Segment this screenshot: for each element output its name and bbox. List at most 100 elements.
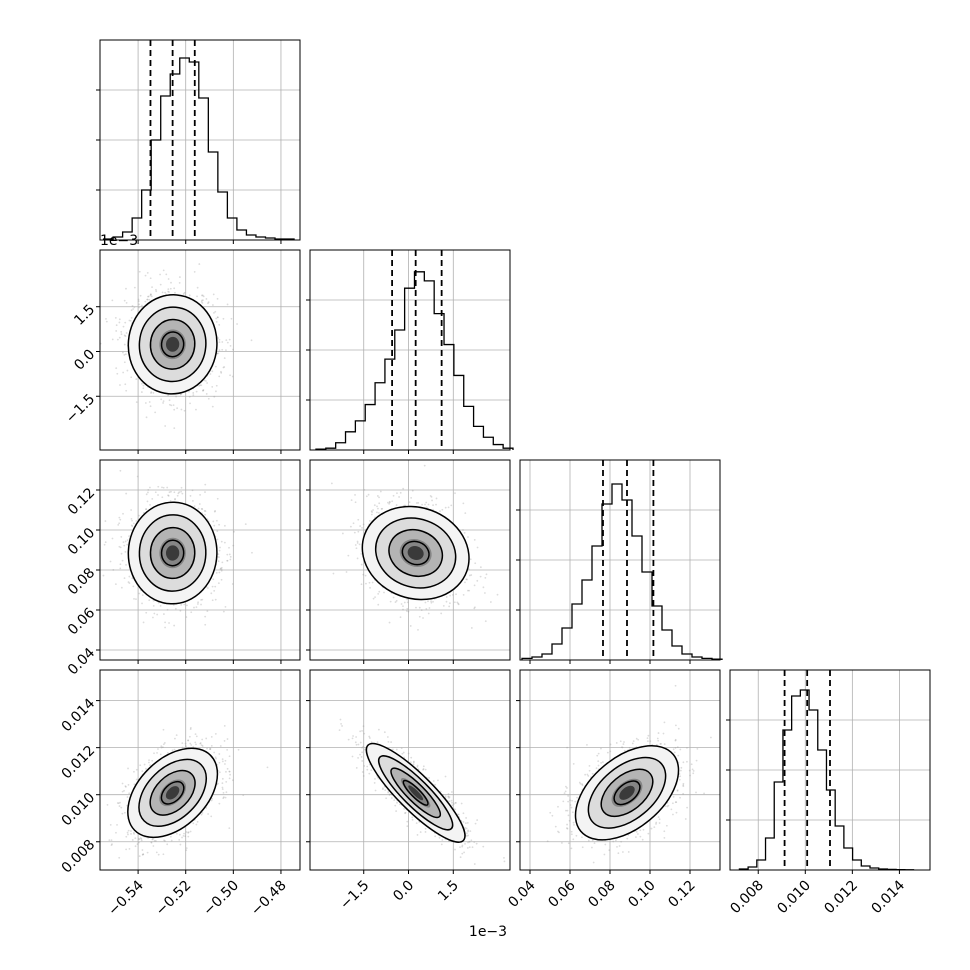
sample-point: [365, 495, 368, 498]
sample-point: [198, 503, 201, 505]
sample-point: [148, 599, 151, 602]
sample-point: [167, 278, 170, 280]
sample-point: [141, 304, 143, 307]
sample-point: [220, 578, 223, 581]
sample-point: [353, 531, 356, 534]
sample-point: [178, 491, 181, 494]
sample-point: [226, 553, 229, 556]
sample-point: [217, 553, 220, 556]
sample-point: [411, 489, 414, 492]
sample-point: [408, 501, 411, 504]
sample-point: [183, 409, 186, 412]
sample-point: [127, 829, 130, 832]
sample-point: [111, 537, 114, 540]
sample-point: [402, 487, 405, 490]
sample-point: [360, 563, 363, 566]
sample-point: [166, 608, 169, 611]
sample-point: [111, 299, 114, 302]
sample-point: [376, 511, 378, 514]
sample-point: [204, 483, 207, 486]
sample-point: [217, 582, 220, 585]
density-level: [407, 546, 424, 560]
sample-point: [357, 530, 360, 533]
sample-point: [178, 276, 181, 278]
sample-point: [161, 496, 164, 499]
histogram-panel: [306, 249, 514, 454]
sample-point: [225, 339, 228, 342]
sample-point: [204, 513, 206, 516]
sample-point: [192, 500, 194, 502]
sample-point: [201, 508, 204, 510]
sample-point: [360, 552, 363, 555]
sample-point: [174, 497, 176, 500]
density-contour: [149, 526, 196, 580]
sample-point: [215, 571, 218, 574]
sample-point: [153, 612, 156, 615]
sample-point: [363, 489, 366, 491]
sample-point: [144, 300, 147, 303]
sample-point: [355, 547, 358, 550]
sample-point: [250, 339, 253, 342]
sample-point: [131, 519, 133, 522]
sample-point: [464, 512, 467, 514]
sample-point: [218, 571, 221, 574]
sample-point: [371, 511, 373, 514]
sample-point: [213, 395, 216, 398]
sample-point: [166, 486, 169, 489]
sample-point: [164, 621, 166, 624]
sample-point: [202, 299, 204, 301]
sample-point: [131, 577, 134, 580]
sample-point: [140, 838, 143, 840]
sample-point: [185, 849, 188, 852]
sample-point: [135, 520, 138, 522]
sample-point: [223, 541, 226, 544]
sample-point: [341, 532, 344, 535]
sample-point: [130, 830, 132, 832]
sample-point: [378, 502, 381, 505]
sample-point: [389, 600, 392, 603]
sample-point: [205, 380, 207, 382]
sample-point: [167, 288, 170, 291]
sample-point: [215, 519, 218, 522]
sample-point: [230, 317, 233, 320]
sample-point: [217, 560, 220, 563]
sample-point: [150, 293, 152, 296]
sample-point: [211, 405, 214, 408]
sample-point: [118, 336, 121, 339]
sample-point: [134, 837, 137, 840]
sample-point: [364, 574, 367, 577]
sample-point: [145, 508, 147, 511]
sample-point: [473, 538, 476, 541]
sample-point: [176, 407, 179, 410]
sample-point: [218, 771, 221, 774]
sample-point: [484, 592, 486, 594]
sample-point: [195, 390, 198, 393]
sample-point: [432, 504, 434, 507]
sample-point: [154, 839, 157, 842]
sample-point: [220, 568, 223, 571]
sample-point: [129, 319, 132, 322]
sample-point: [456, 601, 459, 604]
sample-point: [174, 498, 176, 501]
sample-point: [463, 532, 466, 534]
sample-point: [400, 603, 403, 605]
sample-point: [183, 291, 186, 294]
sample-point: [228, 546, 230, 549]
sample-point: [222, 317, 225, 320]
sample-point: [168, 403, 171, 406]
sample-point: [377, 603, 380, 606]
sample-point: [135, 598, 137, 601]
sample-point: [462, 529, 464, 531]
sample-point: [150, 391, 153, 394]
sample-point: [120, 586, 123, 589]
sample-point: [226, 559, 229, 562]
sample-point: [126, 831, 129, 834]
sample-point: [171, 749, 174, 752]
sample-point: [162, 402, 164, 404]
sample-point: [138, 270, 141, 273]
sample-point: [454, 492, 456, 495]
sample-point: [125, 287, 127, 290]
sample-point: [160, 398, 163, 401]
density-contour: [361, 505, 470, 601]
sample-point: [128, 319, 131, 322]
